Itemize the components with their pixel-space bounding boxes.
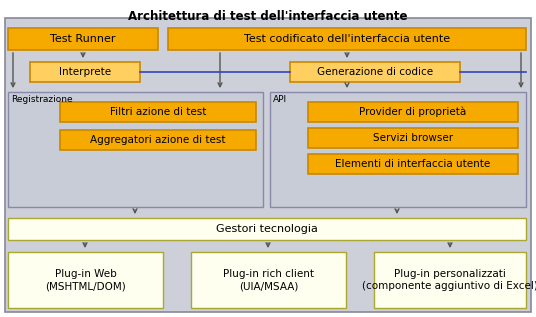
Bar bbox=[308, 154, 518, 174]
Bar bbox=[30, 62, 140, 82]
Text: Interprete: Interprete bbox=[59, 67, 111, 77]
Bar bbox=[8, 92, 263, 207]
Bar bbox=[308, 128, 518, 148]
Text: Generazione di codice: Generazione di codice bbox=[317, 67, 433, 77]
Text: Plug-in Web
(MSHTML/DOM): Plug-in Web (MSHTML/DOM) bbox=[45, 269, 126, 291]
Bar bbox=[168, 28, 526, 50]
Text: Aggregatori azione di test: Aggregatori azione di test bbox=[90, 135, 226, 145]
Text: Registrazione: Registrazione bbox=[11, 95, 72, 104]
Text: Plug-in rich client
(UIA/MSAA): Plug-in rich client (UIA/MSAA) bbox=[223, 269, 314, 291]
Text: Filtri azione di test: Filtri azione di test bbox=[110, 107, 206, 117]
Bar bbox=[60, 130, 256, 150]
Text: Gestori tecnologia: Gestori tecnologia bbox=[216, 224, 318, 234]
Bar bbox=[308, 102, 518, 122]
Text: Plug-in personalizzati
(componente aggiuntivo di Excel): Plug-in personalizzati (componente aggiu… bbox=[362, 269, 536, 291]
Bar bbox=[374, 252, 526, 308]
Text: Elementi di interfaccia utente: Elementi di interfaccia utente bbox=[336, 159, 490, 169]
Bar bbox=[191, 252, 346, 308]
Bar bbox=[8, 218, 526, 240]
Bar bbox=[60, 102, 256, 122]
Bar bbox=[290, 62, 460, 82]
Bar bbox=[8, 252, 163, 308]
Text: Servizi browser: Servizi browser bbox=[373, 133, 453, 143]
Text: Provider di proprietà: Provider di proprietà bbox=[359, 107, 467, 117]
Bar bbox=[270, 92, 526, 207]
Text: API: API bbox=[273, 95, 287, 104]
Text: Test Runner: Test Runner bbox=[50, 34, 116, 44]
Text: Architettura di test dell'interfaccia utente: Architettura di test dell'interfaccia ut… bbox=[128, 10, 408, 23]
Text: Test codificato dell'interfaccia utente: Test codificato dell'interfaccia utente bbox=[244, 34, 450, 44]
Bar bbox=[8, 28, 158, 50]
